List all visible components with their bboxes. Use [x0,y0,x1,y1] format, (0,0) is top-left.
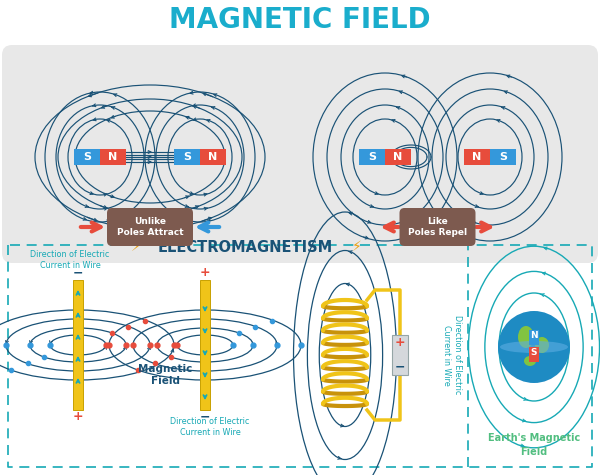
Bar [174,149,200,165]
Text: S: S [83,152,91,162]
Text: Earth's Magnetic
Field: Earth's Magnetic Field [488,433,580,456]
Text: ⚡: ⚡ [352,240,362,254]
Ellipse shape [500,341,568,353]
Text: −: − [73,266,83,279]
Text: +: + [73,410,83,424]
Bar [100,149,126,165]
Text: N: N [208,152,218,162]
Text: Direction of Electric
Current in Wire: Direction of Electric Current in Wire [31,249,110,270]
Text: Like
Poles Repel: Like Poles Repel [408,217,467,237]
Bar [200,149,226,165]
Text: N: N [109,152,118,162]
FancyBboxPatch shape [2,45,598,263]
Bar [464,149,490,165]
Text: +: + [200,266,211,279]
Bar [490,149,516,165]
Ellipse shape [518,326,534,348]
Circle shape [498,311,570,383]
Text: S: S [531,348,537,357]
Bar [73,280,83,410]
Text: −: − [395,361,405,373]
Text: Magnetic
Field: Magnetic Field [138,364,192,386]
Text: N: N [472,152,482,162]
Bar [385,149,411,165]
Text: Direction of Electric
Current in Wire: Direction of Electric Current in Wire [170,417,250,437]
Text: N: N [530,331,538,340]
Bar [392,335,408,375]
Text: MAGNETIC FIELD: MAGNETIC FIELD [169,6,431,34]
Text: S: S [368,152,376,162]
Bar [529,347,539,362]
Bar [529,330,539,345]
FancyBboxPatch shape [400,208,476,246]
Text: ELECTROMAGNETISM: ELECTROMAGNETISM [157,239,332,255]
FancyBboxPatch shape [107,208,193,246]
Text: S: S [499,152,507,162]
Text: Direction of Electric
Current in Wire: Direction of Electric Current in Wire [442,315,463,395]
Text: −: − [200,410,210,424]
Bar [74,149,100,165]
Bar [200,280,210,410]
Bar [359,149,385,165]
Ellipse shape [524,356,536,366]
Text: +: + [395,336,406,350]
Ellipse shape [535,337,549,353]
Text: ⚡: ⚡ [131,240,141,254]
Text: N: N [394,152,403,162]
Text: S: S [183,152,191,162]
Text: Unlike
Poles Attract: Unlike Poles Attract [116,217,184,237]
